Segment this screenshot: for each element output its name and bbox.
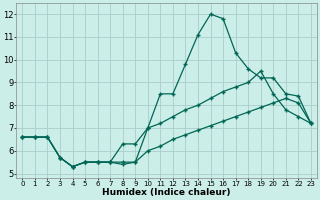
X-axis label: Humidex (Indice chaleur): Humidex (Indice chaleur) (102, 188, 231, 197)
